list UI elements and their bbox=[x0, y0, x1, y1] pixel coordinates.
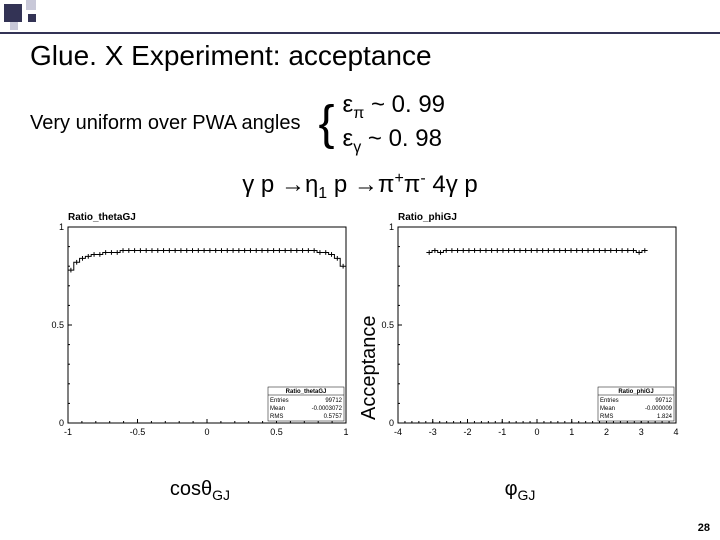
x-label-theta: cosθGJ bbox=[40, 478, 360, 503]
svg-text:Ratio_phiGJ: Ratio_phiGJ bbox=[618, 389, 653, 395]
svg-text:-4: -4 bbox=[394, 427, 402, 437]
x-label-phi: φGJ bbox=[360, 478, 680, 503]
header-line bbox=[0, 32, 720, 34]
svg-text:1: 1 bbox=[389, 223, 394, 232]
svg-text:Entries: Entries bbox=[270, 398, 289, 404]
svg-text:3: 3 bbox=[639, 427, 644, 437]
svg-text:RMS: RMS bbox=[270, 414, 283, 420]
svg-text:Mean: Mean bbox=[600, 406, 615, 412]
svg-text:4: 4 bbox=[673, 427, 678, 437]
svg-text:1: 1 bbox=[59, 223, 64, 232]
svg-text:1: 1 bbox=[343, 427, 348, 437]
svg-text:-0.0003072: -0.0003072 bbox=[312, 406, 343, 412]
svg-text:-1: -1 bbox=[64, 427, 72, 437]
svg-text:-1: -1 bbox=[498, 427, 506, 437]
svg-text:-2: -2 bbox=[463, 427, 471, 437]
header-decoration bbox=[0, 0, 120, 32]
plot-phi-svg: -4 -3 -2 -1 0 1 2 3 4 0 0.5 1 Ratio_phiGJ Entries 9971… bbox=[370, 223, 680, 443]
plot-phi-title: Ratio_phiGJ bbox=[370, 212, 680, 223]
svg-text:RMS: RMS bbox=[600, 414, 613, 420]
x-labels: cosθGJ φGJ bbox=[40, 478, 680, 503]
svg-text:0: 0 bbox=[534, 427, 539, 437]
eps-gamma: εγ ~ 0. 98 bbox=[343, 125, 442, 152]
subtitle-text: Very uniform over PWA angles bbox=[30, 112, 301, 135]
svg-text:1.824: 1.824 bbox=[657, 414, 673, 420]
page-title: Glue. X Experiment: acceptance bbox=[30, 40, 432, 72]
svg-text:0.5: 0.5 bbox=[51, 320, 64, 330]
subtitle-row: Very uniform over PWA angles { επ ~ 0. 9… bbox=[30, 90, 680, 158]
svg-text:99712: 99712 bbox=[655, 398, 672, 404]
svg-text:0: 0 bbox=[204, 427, 209, 437]
svg-text:1: 1 bbox=[569, 427, 574, 437]
y-axis-label: Acceptance bbox=[358, 315, 381, 420]
svg-text:-0.5: -0.5 bbox=[130, 427, 146, 437]
svg-text:Mean: Mean bbox=[270, 406, 285, 412]
svg-text:2: 2 bbox=[604, 427, 609, 437]
svg-text:Entries: Entries bbox=[600, 398, 619, 404]
eps-pi: επ ~ 0. 99 bbox=[343, 91, 445, 118]
plot-theta: Ratio_thetaGJ -1-0.500.5100.51Ratio_thet… bbox=[40, 212, 350, 462]
svg-text:0: 0 bbox=[389, 418, 394, 428]
plot-theta-title: Ratio_thetaGJ bbox=[40, 212, 350, 223]
svg-text:0: 0 bbox=[59, 418, 64, 428]
plot-phi: Ratio_phiGJ -4-3-2-10123400.51Ratio_phiG… bbox=[370, 212, 680, 462]
svg-text:99712: 99712 bbox=[325, 398, 342, 404]
svg-text:-0.000009: -0.000009 bbox=[645, 406, 673, 412]
svg-text:0.5: 0.5 bbox=[270, 427, 283, 437]
reaction-formula: γ p →η1 p →π+π- 4γ p bbox=[0, 170, 720, 203]
page-number: 28 bbox=[698, 522, 710, 534]
plot-theta-svg: -1 -0.5 0 0.5 1 0 0.5 1 Ratio_thetaGJ Entries 9971… bbox=[40, 223, 350, 443]
svg-text:Ratio_thetaGJ: Ratio_thetaGJ bbox=[286, 389, 327, 395]
svg-text:-3: -3 bbox=[429, 427, 437, 437]
svg-text:0.5: 0.5 bbox=[381, 320, 394, 330]
epsilon-block: επ ~ 0. 99 εγ ~ 0. 98 bbox=[343, 90, 445, 158]
svg-text:0.5757: 0.5757 bbox=[324, 414, 343, 420]
brace-icon: { bbox=[319, 100, 335, 148]
